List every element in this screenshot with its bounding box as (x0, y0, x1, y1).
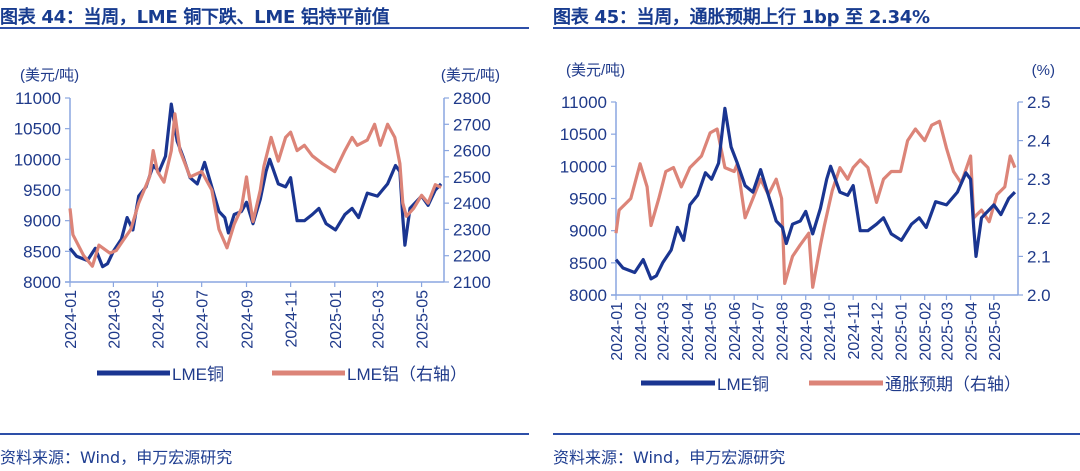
source-divider (0, 433, 529, 435)
left-tick-label: 11000 (15, 89, 61, 108)
source-note: 资料来源：Wind，申万宏源研究 (553, 448, 786, 467)
x-tick-label: 2024-06 (727, 302, 744, 361)
x-tick-label: 2024-08 (775, 302, 792, 361)
left-tick-label: 10000 (560, 157, 607, 176)
x-tick-label: 2025-03 (370, 290, 387, 349)
source-note: 资料来源：Wind，申万宏源研究 (0, 448, 233, 467)
x-tick-label: 2025-04 (964, 302, 981, 361)
x-tick-label: 2024-03 (656, 302, 673, 361)
chart-panel-lme: 图表 44：当周，LME 铜下跌、LME 铝持平前值 (美元/吨) (美元/吨) 8… (0, 0, 529, 471)
x-tick-label: 2025-01 (328, 290, 345, 349)
right-tick-label: 2.0 (1027, 286, 1051, 305)
left-tick-label: 9500 (23, 181, 61, 200)
series-line-copper (614, 106, 1017, 281)
title-divider (0, 27, 529, 29)
right-tick-label: 2200 (453, 247, 491, 266)
x-tick-label: 2024-05 (703, 302, 720, 361)
left-tick-label: 9500 (569, 190, 607, 209)
title-divider (553, 27, 1080, 29)
x-tick-label: 2024-07 (751, 302, 768, 361)
left-tick-label: 8000 (23, 273, 61, 292)
left-axis-unit: (美元/吨) (20, 67, 79, 84)
x-tick-label: 2025-03 (939, 302, 956, 361)
x-tick-label: 2024-01 (63, 290, 80, 349)
x-tick-label: 2024-11 (846, 302, 863, 360)
chart-svg: (美元/吨) (%) 8000 8500 9000 9500 10000 10500 11000… (560, 62, 1055, 394)
x-tick-label: 2024-12 (869, 302, 886, 361)
left-tick-label: 9000 (23, 212, 61, 231)
x-tick-label: 2024-02 (633, 302, 650, 361)
chart-panel-inflation: 图表 45：当周，通胀预期上行 1bp 至 2.34% (美元/吨) (%) 800… (553, 0, 1080, 471)
right-tick-label: 2100 (453, 273, 491, 292)
x-tick-label: 2024-01 (609, 302, 626, 361)
x-tick-label: 2025-05 (987, 302, 1004, 361)
chart-svg: (美元/吨) (美元/吨) 8000 8500 9000 9500 10000 10500 11… (14, 67, 500, 384)
chart-title: 图表 45：当周，通胀预期上行 1bp 至 2.34% (553, 7, 930, 28)
x-tick-label: 2024-09 (799, 302, 816, 361)
right-tick-label: 2.4 (1027, 132, 1051, 151)
right-axis-unit: (%) (1032, 62, 1055, 79)
left-tick-label: 10000 (14, 150, 61, 169)
left-tick-label: 9000 (569, 222, 607, 241)
legend-label: 通胀预期（右轴） (885, 375, 1021, 394)
x-tick-label: 2025-01 (894, 302, 911, 361)
source-divider (553, 433, 1080, 435)
right-tick-label: 2.3 (1027, 170, 1051, 189)
left-tick-label: 10500 (14, 120, 61, 139)
right-tick-label: 2300 (453, 220, 491, 239)
legend-label: LME铜 (717, 375, 769, 394)
right-tick-label: 2500 (453, 168, 491, 187)
right-tick-label: 2800 (453, 89, 491, 108)
x-tick-label: 2024-09 (240, 290, 257, 349)
right-tick-label: 2600 (453, 142, 491, 161)
x-tick-label: 2024-07 (195, 290, 212, 349)
x-tick-label: 2024-03 (106, 290, 123, 349)
right-tick-label: 2.1 (1027, 247, 1051, 266)
x-tick-label: 2024-11 (284, 290, 301, 348)
x-tick-label: 2025-05 (415, 290, 432, 349)
right-tick-label: 2700 (453, 115, 491, 134)
right-tick-label: 2.2 (1027, 209, 1051, 228)
left-axis-unit: (美元/吨) (566, 62, 625, 79)
x-tick-label: 2024-04 (680, 302, 697, 361)
x-tick-label: 2024-10 (822, 302, 839, 361)
right-tick-label: 2400 (453, 194, 491, 213)
left-tick-label: 8500 (569, 254, 607, 273)
chart-title: 图表 44：当周，LME 铜下跌、LME 铝持平前值 (0, 7, 390, 28)
left-tick-label: 10500 (560, 125, 607, 144)
x-tick-label: 2025-02 (918, 302, 935, 361)
legend-label: LME铜 (172, 365, 224, 384)
left-tick-label: 8500 (23, 242, 61, 261)
right-tick-label: 2.5 (1027, 93, 1051, 112)
left-tick-label: 8000 (569, 286, 607, 305)
series-line-secondary (68, 112, 442, 268)
series-line-secondary (614, 119, 1017, 289)
right-axis-unit: (美元/吨) (441, 67, 500, 84)
x-tick-label: 2024-05 (151, 290, 168, 349)
left-tick-label: 11000 (561, 93, 607, 112)
legend-label: LME铝（右轴） (347, 365, 467, 384)
